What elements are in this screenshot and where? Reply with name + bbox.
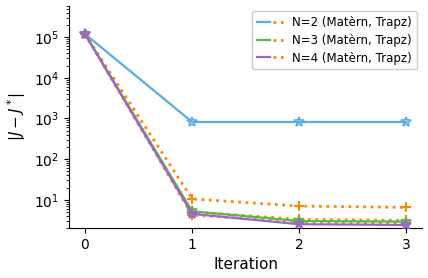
X-axis label: Iteration: Iteration [213, 257, 278, 272]
Legend: N=2 (Matèrn, Trapz), N=3 (Matèrn, Trapz), N=4 (Matèrn, Trapz): N=2 (Matèrn, Trapz), N=3 (Matèrn, Trapz)… [252, 11, 416, 69]
Y-axis label: $|J - J^*|$: $|J - J^*|$ [6, 92, 28, 142]
